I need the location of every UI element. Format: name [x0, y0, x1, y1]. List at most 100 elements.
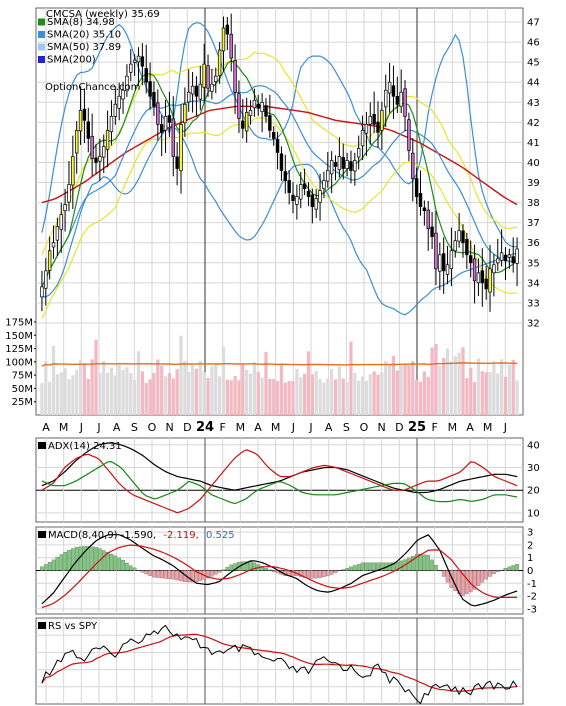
candle-body [441, 253, 446, 272]
candle-body [380, 109, 384, 131]
macd-histogram-bar [499, 569, 504, 571]
candlestick [71, 135, 75, 209]
volume-tick-label: 100M [5, 357, 33, 368]
macd-histogram-bar [298, 570, 303, 577]
candle-body [376, 121, 380, 133]
candle-body [159, 124, 164, 133]
volume-bar [198, 360, 202, 415]
candlestick [159, 114, 164, 157]
candle-body [190, 85, 195, 95]
candlestick [167, 91, 172, 137]
candle-body [418, 193, 423, 207]
candle-body [302, 183, 307, 189]
macd-histogram-bar [488, 570, 492, 577]
candle-body [318, 190, 322, 203]
candle-body [364, 123, 369, 134]
volume-bar [121, 369, 125, 415]
candlestick [260, 93, 264, 133]
volume-bar [411, 360, 415, 415]
macd-histogram-bar [395, 562, 400, 571]
month-tick-label: J [291, 421, 295, 434]
volume-bar [503, 376, 508, 415]
candle-body [414, 178, 419, 197]
volume-bar [488, 371, 492, 415]
price-panel: 32 33 34 35 36 37 38 39 40 41 42 43 44 45 46 47 175M 150… [5, 7, 540, 435]
rs-average-line [41, 633, 518, 692]
candlestick [248, 100, 253, 125]
volume-bar [218, 376, 222, 415]
candle-body [44, 270, 48, 289]
macd-histogram-bar [129, 565, 133, 571]
macd-histogram-bar [333, 570, 338, 573]
candle-body [268, 115, 272, 131]
macd-histogram-bar [117, 557, 121, 571]
volume-tick-label: 75M [12, 371, 33, 382]
macd-histogram-bar [148, 570, 152, 576]
volume-bar [376, 374, 380, 415]
macd-histogram-bar [67, 550, 71, 571]
macd-histogram-bar [380, 562, 384, 571]
macd-histogram-bar [511, 565, 515, 571]
candlestick [414, 167, 419, 205]
macd-histogram-bar [503, 568, 508, 571]
price-panel-frame [35, 7, 524, 416]
candle-body [295, 196, 299, 205]
macd-tick-label: 0 [527, 566, 533, 577]
candle-body [248, 109, 253, 117]
macd-histogram-bar [441, 570, 446, 577]
volume-bar [476, 358, 481, 415]
candle-body [465, 239, 469, 256]
candlestick [492, 253, 496, 297]
candlestick [144, 44, 148, 94]
candlestick [302, 168, 307, 196]
volume-bar [268, 378, 272, 415]
macd-histogram-bar [445, 570, 450, 583]
candle-body [387, 81, 392, 94]
macd-histogram-bar [121, 560, 125, 571]
price-tick-label: 34 [527, 278, 540, 289]
candlestick [353, 152, 357, 186]
price-tick-label: 40 [527, 158, 540, 169]
macd-title: MACD(8,40,9) -1.590, -2.119, 0.525 [48, 530, 235, 541]
candlestick [44, 258, 48, 306]
candlestick [214, 67, 218, 94]
candle-body [384, 89, 388, 108]
volume-bar [252, 362, 257, 415]
macd-histogram-bar [40, 566, 44, 571]
macd-histogram-bar [422, 554, 427, 571]
macd-histogram-bar [306, 570, 311, 579]
volume-bar [214, 364, 218, 415]
candle-body [233, 59, 237, 93]
legend-entry: SMA(20) 35.10 [47, 30, 121, 41]
macd-histogram-bar [132, 567, 137, 571]
candlestick [206, 54, 210, 97]
volume-bar [237, 380, 241, 415]
volume-bar [360, 376, 365, 415]
volume-bar [175, 369, 179, 415]
month-tick-label: A [254, 421, 262, 434]
volume-bar [129, 373, 133, 415]
macd-histogram-bar [163, 570, 168, 579]
volume-bar [349, 341, 353, 415]
macd-histogram-bar [495, 570, 500, 572]
volume-bar [415, 379, 419, 415]
macd-histogram [40, 546, 519, 596]
candle-body [360, 130, 365, 147]
volume-bar [210, 366, 214, 415]
candlestick [430, 211, 434, 249]
candlestick [445, 245, 450, 285]
candle-body [403, 88, 407, 117]
volume-bar [78, 359, 83, 415]
candlestick [337, 137, 342, 178]
candlestick [264, 98, 268, 123]
macd-histogram-bar [480, 570, 485, 583]
candlestick [387, 62, 392, 113]
volume-bar [326, 378, 330, 415]
candle-body [291, 194, 295, 201]
candle-body [326, 170, 330, 182]
macd-lines [41, 534, 518, 609]
volume-axis-ticks: 175M 150M 125M 100M 75M 50M 25M [5, 318, 36, 408]
volume-bar [148, 379, 152, 415]
candle-body [337, 156, 342, 171]
candle-body [198, 83, 203, 100]
